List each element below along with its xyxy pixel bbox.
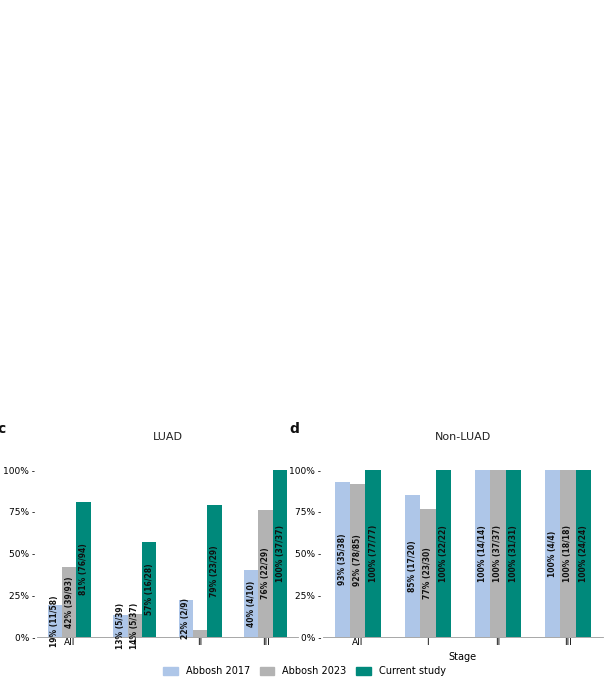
Text: 19% (11/58): 19% (11/58)	[51, 595, 59, 647]
Bar	[62, 567, 77, 637]
Text: 13% (5/39): 13% (5/39)	[116, 603, 125, 649]
Text: 92% (78/85): 92% (78/85)	[353, 534, 362, 586]
Text: 93% (35/38): 93% (35/38)	[338, 534, 347, 585]
Text: 22% (2/9): 22% (2/9)	[181, 598, 190, 639]
Text: 100% (22/22): 100% (22/22)	[438, 525, 448, 582]
Text: d: d	[289, 422, 299, 436]
Text: 79% (23/29): 79% (23/29)	[210, 545, 219, 597]
Bar	[490, 471, 505, 637]
Text: 14% (5/37): 14% (5/37)	[130, 602, 139, 649]
Text: 42% (39/93): 42% (39/93)	[65, 576, 74, 627]
Bar	[113, 615, 127, 637]
Title: LUAD: LUAD	[152, 432, 183, 442]
Legend: Abbosh 2017, Abbosh 2023, Current study: Abbosh 2017, Abbosh 2023, Current study	[160, 662, 449, 680]
Bar	[208, 506, 222, 637]
Bar	[435, 471, 451, 637]
Bar	[560, 471, 576, 637]
Text: 77% (23/30): 77% (23/30)	[423, 547, 432, 599]
Text: 85% (17/20): 85% (17/20)	[408, 540, 417, 592]
Bar	[576, 471, 591, 637]
Text: 100% (18/18): 100% (18/18)	[563, 525, 572, 582]
Bar	[193, 630, 208, 637]
Bar	[420, 509, 435, 637]
Bar	[48, 606, 62, 637]
Bar	[178, 600, 193, 637]
Text: c: c	[0, 422, 5, 436]
Bar	[142, 542, 157, 637]
Text: 100% (37/37): 100% (37/37)	[493, 525, 502, 582]
Bar	[127, 614, 142, 637]
X-axis label: Stage: Stage	[449, 651, 477, 662]
Bar	[545, 471, 560, 637]
Text: 76% (22/29): 76% (22/29)	[261, 548, 270, 599]
Text: 40% (4/10): 40% (4/10)	[247, 581, 256, 627]
Bar	[365, 471, 381, 637]
Bar	[258, 510, 273, 637]
Text: 100% (31/31): 100% (31/31)	[509, 525, 518, 582]
Bar	[77, 502, 91, 637]
Bar	[475, 471, 490, 637]
Bar	[350, 484, 365, 637]
Bar	[335, 482, 350, 637]
Text: 100% (77/77): 100% (77/77)	[368, 525, 378, 582]
Text: 81% (76/94): 81% (76/94)	[79, 544, 88, 595]
Text: 100% (24/24): 100% (24/24)	[579, 525, 588, 582]
Bar	[405, 495, 420, 637]
Text: 100% (14/14): 100% (14/14)	[478, 525, 487, 582]
Text: 100% (37/37): 100% (37/37)	[276, 525, 284, 582]
Text: 100% (4/4): 100% (4/4)	[548, 531, 557, 577]
Bar	[273, 471, 287, 637]
Bar	[505, 471, 521, 637]
Title: Non-LUAD: Non-LUAD	[435, 432, 491, 442]
Text: 57% (16/28): 57% (16/28)	[145, 564, 153, 615]
Bar	[244, 571, 258, 637]
